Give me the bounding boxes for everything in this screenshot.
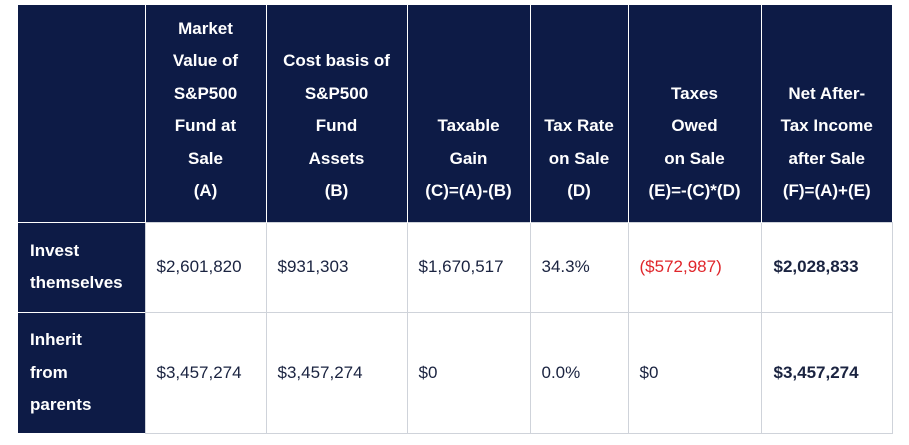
tax-comparison-table: Market Value of S&P500 Fund at Sale (A) … bbox=[18, 5, 893, 434]
cell-tax-rate: 0.0% bbox=[529, 311, 629, 434]
cell-taxable-gain: $1,670,517 bbox=[406, 221, 531, 313]
cell-market-value: $2,601,820 bbox=[144, 221, 267, 313]
cell-taxes-owed: $0 bbox=[627, 311, 762, 434]
header-row: Market Value of S&P500 Fund at Sale (A) … bbox=[18, 5, 892, 222]
cell-tax-rate: 34.3% bbox=[529, 221, 629, 313]
row-label-inherit-from-parents: Inherit from parents bbox=[18, 311, 145, 433]
cell-taxable-gain: $0 bbox=[406, 311, 531, 434]
header-taxes-owed: Taxes Owed on Sale (E)=-(C)*(D) bbox=[627, 5, 761, 222]
header-cost-basis: Cost basis of S&P500 Fund Assets (B) bbox=[265, 5, 407, 222]
cell-market-value: $3,457,274 bbox=[144, 311, 267, 434]
cell-net-income: $3,457,274 bbox=[760, 311, 893, 434]
header-taxable-gain: Taxable Gain (C)=(A)-(B) bbox=[406, 5, 530, 222]
header-net-income: Net After- Tax Income after Sale (F)=(A)… bbox=[760, 5, 892, 222]
table-row: Inherit from parents $3,457,274 $3,457,2… bbox=[18, 311, 893, 434]
header-market-value: Market Value of S&P500 Fund at Sale (A) bbox=[144, 5, 266, 222]
cell-cost-basis: $931,303 bbox=[265, 221, 408, 313]
table-row: Invest themselves $2,601,820 $931,303 $1… bbox=[18, 221, 893, 313]
header-corner bbox=[18, 5, 145, 222]
cell-taxes-owed: ($572,987) bbox=[627, 221, 762, 313]
header-tax-rate: Tax Rate on Sale (D) bbox=[529, 5, 628, 222]
cell-net-income: $2,028,833 bbox=[760, 221, 893, 313]
row-label-invest-themselves: Invest themselves bbox=[18, 221, 145, 312]
cell-cost-basis: $3,457,274 bbox=[265, 311, 408, 434]
